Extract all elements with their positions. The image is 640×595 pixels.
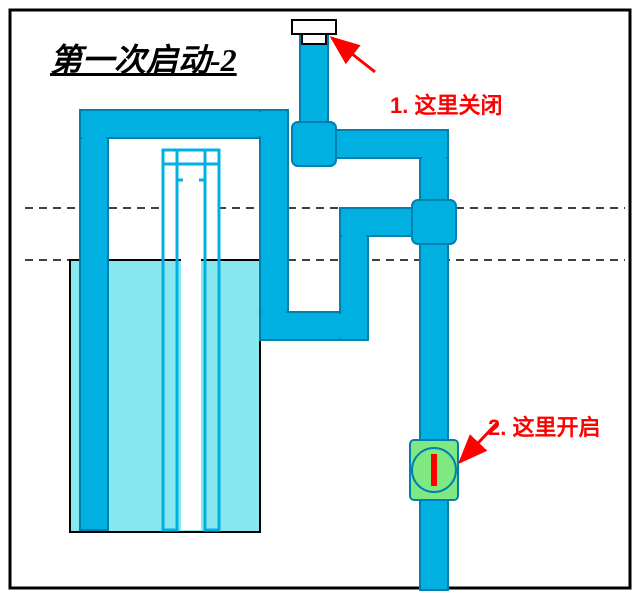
diagram-title: 第一次启动-2 (50, 35, 237, 81)
annotation-1: 1. 这里关闭 (390, 88, 502, 120)
annotation-2: 2. 这里开启 (488, 410, 600, 442)
diagram-canvas: 第一次启动-2 1. 这里关闭 2. 这里开启 (0, 0, 640, 595)
diagram-svg (0, 0, 640, 595)
